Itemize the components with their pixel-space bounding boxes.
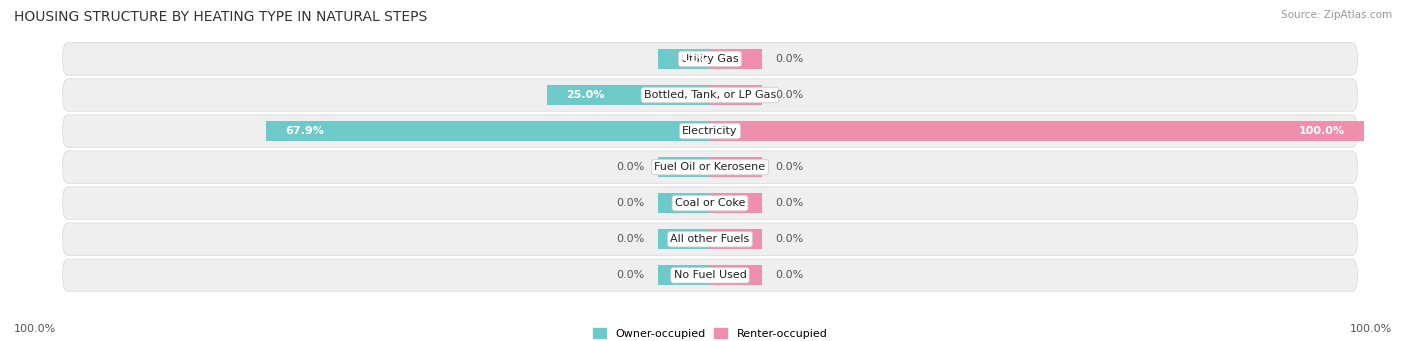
Text: Utility Gas: Utility Gas <box>682 54 738 64</box>
Bar <box>710 85 762 105</box>
Legend: Owner-occupied, Renter-occupied: Owner-occupied, Renter-occupied <box>588 324 832 341</box>
Text: 25.0%: 25.0% <box>567 90 605 100</box>
Text: 0.0%: 0.0% <box>616 162 644 172</box>
Bar <box>658 265 710 285</box>
Bar <box>266 121 710 141</box>
Bar <box>710 193 762 213</box>
FancyBboxPatch shape <box>63 79 1357 111</box>
Text: 67.9%: 67.9% <box>285 126 325 136</box>
FancyBboxPatch shape <box>63 151 1357 183</box>
Text: 100.0%: 100.0% <box>1350 324 1392 334</box>
Text: 0.0%: 0.0% <box>616 234 644 244</box>
Bar <box>658 193 710 213</box>
Text: HOUSING STRUCTURE BY HEATING TYPE IN NATURAL STEPS: HOUSING STRUCTURE BY HEATING TYPE IN NAT… <box>14 10 427 24</box>
FancyBboxPatch shape <box>63 259 1357 292</box>
Text: Coal or Coke: Coal or Coke <box>675 198 745 208</box>
Bar <box>658 229 710 249</box>
Text: 0.0%: 0.0% <box>776 54 804 64</box>
Bar <box>710 49 762 69</box>
Bar <box>547 85 710 105</box>
Text: 100.0%: 100.0% <box>1298 126 1344 136</box>
FancyBboxPatch shape <box>63 187 1357 219</box>
Text: All other Fuels: All other Fuels <box>671 234 749 244</box>
Text: No Fuel Used: No Fuel Used <box>673 270 747 280</box>
FancyBboxPatch shape <box>63 115 1357 147</box>
Text: 0.0%: 0.0% <box>776 90 804 100</box>
Bar <box>710 229 762 249</box>
Text: Electricity: Electricity <box>682 126 738 136</box>
Bar <box>710 157 762 177</box>
Text: 100.0%: 100.0% <box>14 324 56 334</box>
Text: 0.0%: 0.0% <box>776 198 804 208</box>
Bar <box>710 121 1364 141</box>
Text: 0.0%: 0.0% <box>776 234 804 244</box>
Text: 0.0%: 0.0% <box>616 270 644 280</box>
FancyBboxPatch shape <box>63 223 1357 255</box>
Text: 0.0%: 0.0% <box>616 198 644 208</box>
Text: 0.0%: 0.0% <box>776 270 804 280</box>
Bar <box>658 49 710 69</box>
Text: 7.1%: 7.1% <box>678 54 709 64</box>
Bar <box>658 157 710 177</box>
Text: 0.0%: 0.0% <box>776 162 804 172</box>
FancyBboxPatch shape <box>63 43 1357 75</box>
Text: Source: ZipAtlas.com: Source: ZipAtlas.com <box>1281 10 1392 20</box>
Text: Bottled, Tank, or LP Gas: Bottled, Tank, or LP Gas <box>644 90 776 100</box>
Bar <box>710 265 762 285</box>
Text: Fuel Oil or Kerosene: Fuel Oil or Kerosene <box>654 162 766 172</box>
